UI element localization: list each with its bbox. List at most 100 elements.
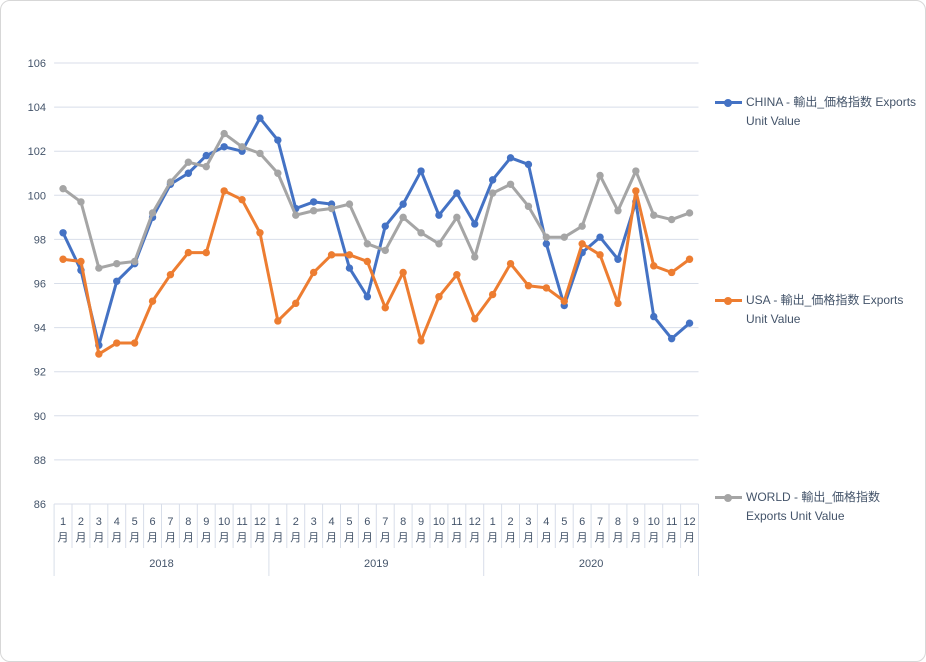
data-point-world	[184, 158, 193, 166]
data-point-usa	[345, 251, 354, 259]
x-axis-month-suffix: 月	[111, 532, 122, 544]
data-point-usa	[363, 257, 372, 266]
data-point-world	[560, 233, 568, 241]
x-axis-month-suffix: 月	[595, 532, 606, 544]
data-point-usa	[471, 315, 479, 323]
data-point-china	[614, 255, 622, 263]
x-axis-month-suffix: 月	[684, 532, 695, 544]
x-axis-month-suffix: 月	[237, 532, 248, 544]
x-axis-month-suffix: 月	[487, 532, 498, 544]
series-line-usa	[61, 189, 692, 356]
data-point-usa	[381, 304, 389, 312]
data-point-world	[309, 207, 318, 215]
data-point-world	[130, 257, 139, 266]
data-point-usa	[506, 259, 515, 268]
y-axis-tick-label: 104	[28, 102, 46, 114]
data-point-china	[113, 277, 121, 285]
data-point-world	[363, 240, 372, 248]
data-point-usa	[274, 317, 282, 325]
data-point-usa	[542, 284, 551, 292]
data-point-world	[327, 204, 336, 213]
data-point-china	[650, 312, 658, 321]
world-line-marker-icon	[715, 493, 742, 502]
x-axis-year-label: 2019	[364, 558, 388, 570]
data-point-usa	[59, 255, 67, 263]
data-point-china	[453, 189, 461, 197]
data-point-china	[667, 334, 676, 343]
x-axis-month-suffix: 月	[630, 532, 641, 544]
data-point-world	[202, 162, 210, 171]
data-point-usa	[578, 240, 586, 248]
data-point-usa	[327, 251, 336, 259]
data-point-world	[542, 233, 551, 241]
x-axis-month-number: 9	[418, 516, 424, 528]
x-axis-month-number: 1	[490, 516, 496, 528]
data-point-usa	[596, 251, 604, 259]
data-point-usa	[113, 339, 121, 347]
data-point-world	[578, 222, 586, 230]
series-china[interactable]	[59, 114, 694, 349]
data-point-world	[256, 149, 264, 158]
legend-label-china: CHINA - 輸出_価格指数 Exports Unit Value	[746, 95, 917, 128]
data-point-usa	[238, 196, 246, 204]
data-point-usa	[148, 297, 157, 305]
data-point-usa	[667, 268, 676, 277]
x-axis-month-suffix: 月	[451, 532, 462, 544]
data-point-usa	[435, 293, 443, 301]
data-point-china	[220, 143, 228, 151]
series-line-world	[61, 132, 692, 270]
x-axis-month-suffix: 月	[612, 532, 623, 544]
legend-item-china[interactable]: CHINA - 輸出_価格指数 Exports Unit Value	[715, 93, 921, 131]
data-point-usa	[256, 229, 264, 237]
data-point-china	[685, 319, 694, 327]
x-axis-month-number: 10	[648, 516, 660, 528]
data-point-usa	[399, 268, 407, 277]
legend-label-world: WORLD - 輸出_価格指数 Exports Unit Value	[746, 490, 881, 523]
data-point-world	[506, 180, 515, 188]
data-point-world	[292, 211, 300, 219]
data-point-world	[77, 198, 85, 206]
data-point-world	[345, 200, 354, 208]
data-point-usa	[309, 268, 318, 277]
data-point-world	[238, 143, 246, 151]
x-axis-month-number: 4	[114, 516, 120, 528]
data-point-usa	[453, 270, 461, 279]
x-axis-month-number: 5	[561, 516, 567, 528]
data-point-china	[417, 167, 425, 175]
x-axis-month-number: 10	[218, 516, 230, 528]
x-axis-month-suffix: 月	[380, 532, 391, 544]
x-axis-month-number: 3	[311, 516, 317, 528]
legend-item-world[interactable]: WORLD - 輸出_価格指数 Exports Unit Value	[715, 488, 921, 526]
data-point-world	[632, 167, 640, 175]
x-axis-month-number: 3	[96, 516, 102, 528]
x-axis-month-suffix: 月	[416, 532, 427, 544]
y-axis-tick-label: 106	[28, 58, 46, 70]
data-point-usa	[614, 299, 622, 308]
series-world[interactable]	[59, 129, 694, 272]
x-axis-month-number: 12	[469, 516, 481, 528]
y-axis-tick-label: 98	[34, 234, 46, 246]
x-axis-month-number: 5	[132, 516, 138, 528]
x-axis-month-suffix: 月	[58, 532, 69, 544]
data-point-world	[59, 184, 67, 193]
data-point-china	[435, 211, 443, 219]
x-axis-month-number: 2	[507, 516, 513, 528]
series-usa[interactable]	[59, 187, 694, 358]
x-axis-month-suffix: 月	[93, 532, 104, 544]
x-axis-month-suffix: 月	[469, 532, 480, 544]
data-point-usa	[220, 187, 228, 195]
x-axis-month-suffix: 月	[433, 532, 444, 544]
data-point-china	[596, 233, 604, 241]
x-axis-month-number: 7	[382, 516, 388, 528]
legend-item-usa[interactable]: USA - 輸出_価格指数 Exports Unit Value	[715, 291, 921, 329]
x-axis-month-number: 12	[683, 516, 695, 528]
data-point-world	[488, 189, 497, 197]
y-axis-tick-label: 92	[34, 367, 46, 379]
x-axis-month-number: 8	[400, 516, 406, 528]
data-point-world	[614, 207, 622, 215]
data-point-usa	[202, 248, 210, 257]
x-axis-month-number: 3	[525, 516, 531, 528]
data-point-usa	[77, 257, 85, 266]
x-axis-month-suffix: 月	[254, 532, 265, 544]
